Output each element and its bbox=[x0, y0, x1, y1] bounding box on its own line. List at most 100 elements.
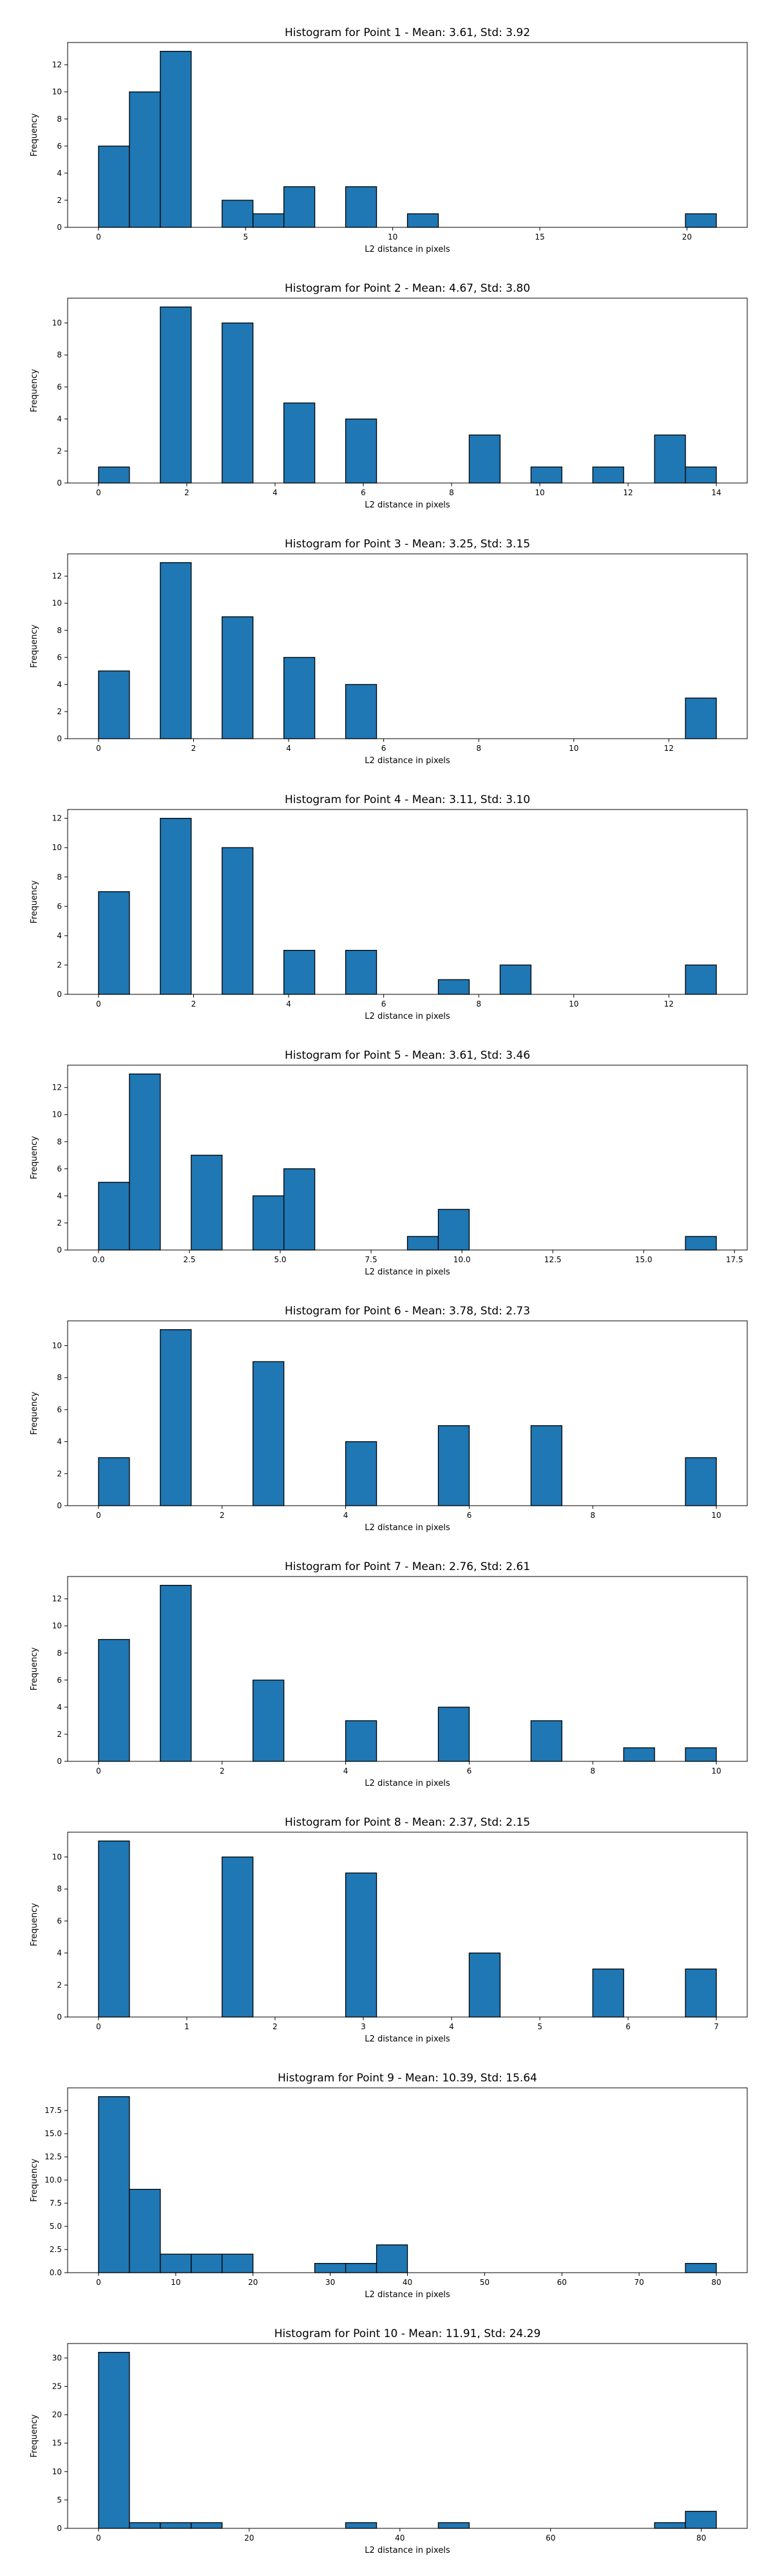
y-tick-label: 2.5 bbox=[50, 2245, 62, 2254]
x-tick-label: 40 bbox=[395, 2533, 405, 2543]
x-tick-label: 12 bbox=[623, 488, 633, 497]
plot-frame bbox=[67, 1065, 748, 1251]
x-tick-label: 0 bbox=[96, 488, 101, 497]
plot-frame bbox=[67, 1576, 748, 1762]
x-tick-label: 0 bbox=[96, 1511, 101, 1520]
histogram-bar bbox=[129, 91, 161, 228]
x-tick-label: 12 bbox=[664, 999, 674, 1009]
x-tick-label: 60 bbox=[557, 2278, 567, 2287]
y-axis-label: Frequency bbox=[30, 880, 39, 923]
y-tick-label: 0 bbox=[57, 1245, 62, 1255]
x-tick-label: 0 bbox=[96, 232, 101, 242]
plot-frame bbox=[67, 42, 748, 228]
histogram-bar bbox=[345, 1720, 377, 1762]
histogram-bar bbox=[222, 1856, 254, 2018]
x-tick-label: 4 bbox=[272, 488, 278, 497]
y-axis-label: Frequency bbox=[30, 625, 39, 668]
histogram-bar bbox=[406, 213, 439, 228]
histogram-svg-3: Histogram for Point 3 - Mean: 3.25, Std:… bbox=[30, 538, 748, 766]
x-tick-label: 3 bbox=[361, 2022, 366, 2031]
y-tick-label: 4 bbox=[57, 1191, 62, 1200]
x-tick-label: 10.0 bbox=[453, 1255, 471, 1264]
histogram-bar bbox=[160, 1329, 192, 1506]
x-tick-label: 6 bbox=[381, 999, 386, 1009]
y-axis-label: Frequency bbox=[30, 1392, 39, 1435]
histogram-bar bbox=[160, 307, 192, 484]
histogram-panel-8: Histogram for Point 8 - Mean: 2.37, Std:… bbox=[0, 1790, 773, 2045]
plot-frame bbox=[67, 298, 748, 484]
x-tick-label: 0 bbox=[96, 744, 101, 753]
y-tick-label: 12 bbox=[52, 1595, 62, 1604]
y-tick-label: 15.0 bbox=[44, 2129, 62, 2138]
x-axis-label: L2 distance in pixels bbox=[365, 1779, 450, 1788]
x-tick-label: 8 bbox=[590, 1766, 595, 1776]
histogram-bar bbox=[592, 1968, 624, 2018]
histogram-bar bbox=[530, 1720, 562, 1762]
y-tick-label: 6 bbox=[57, 1676, 62, 1685]
x-tick-label: 4 bbox=[286, 999, 291, 1009]
x-tick-label: 10 bbox=[171, 2278, 180, 2287]
histogram-bar bbox=[345, 2522, 377, 2529]
y-tick-label: 8 bbox=[57, 1373, 62, 1382]
y-tick-label: 6 bbox=[57, 1164, 62, 1173]
histogram-bar bbox=[345, 1872, 377, 2018]
histogram-bar bbox=[191, 2522, 223, 2529]
x-tick-label: 2 bbox=[184, 488, 189, 497]
x-tick-label: 0 bbox=[96, 2022, 101, 2031]
y-tick-label: 8 bbox=[57, 115, 62, 124]
y-tick-label: 12 bbox=[52, 1083, 62, 1092]
histogram-bar bbox=[222, 200, 254, 228]
histogram-bar bbox=[685, 213, 717, 228]
y-axis-label: Frequency bbox=[30, 113, 39, 156]
histogram-bar bbox=[654, 434, 686, 484]
histogram-bar bbox=[283, 1168, 316, 1251]
y-tick-label: 4 bbox=[57, 1703, 62, 1712]
x-tick-label: 70 bbox=[635, 2278, 644, 2287]
histogram-bar bbox=[685, 1747, 717, 1762]
chart-title: Histogram for Point 8 - Mean: 2.37, Std:… bbox=[285, 1816, 530, 1829]
histogram-bar bbox=[129, 2188, 161, 2273]
histogram-bar bbox=[437, 1707, 470, 1762]
x-tick-label: 10 bbox=[569, 744, 578, 753]
x-tick-label: 0 bbox=[96, 1766, 101, 1776]
histogram-bar bbox=[685, 2262, 717, 2273]
x-tick-label: 10 bbox=[711, 1511, 721, 1520]
histogram-bar bbox=[98, 1182, 130, 1251]
histogram-bar bbox=[191, 2253, 223, 2273]
histogram-bar bbox=[345, 684, 377, 739]
y-tick-label: 2 bbox=[57, 1980, 62, 1989]
histogram-bar bbox=[160, 1585, 192, 1762]
x-tick-label: 12.5 bbox=[544, 1255, 562, 1264]
histogram-bar bbox=[98, 1457, 130, 1506]
x-tick-label: 20 bbox=[682, 232, 692, 242]
histogram-bar bbox=[406, 1236, 439, 1251]
histogram-bar bbox=[98, 2352, 130, 2529]
x-axis-label: L2 distance in pixels bbox=[365, 756, 450, 766]
x-tick-label: 4 bbox=[449, 2022, 454, 2031]
histogram-bar bbox=[345, 186, 377, 228]
y-tick-label: 2 bbox=[57, 196, 62, 205]
y-tick-label: 10 bbox=[52, 319, 62, 328]
histogram-bar bbox=[253, 1195, 285, 1251]
histogram-svg-1: Histogram for Point 1 - Mean: 3.61, Std:… bbox=[30, 26, 748, 254]
histogram-bar bbox=[222, 322, 254, 484]
x-tick-label: 20 bbox=[244, 2533, 254, 2543]
histogram-bar bbox=[222, 847, 254, 995]
histogram-panel-1: Histogram for Point 1 - Mean: 3.61, Std:… bbox=[0, 0, 773, 255]
chart-title: Histogram for Point 5 - Mean: 3.61, Std:… bbox=[285, 1049, 530, 1062]
x-tick-label: 6 bbox=[381, 744, 386, 753]
y-tick-label: 2 bbox=[57, 960, 62, 969]
histogram-bar bbox=[283, 950, 316, 995]
y-tick-label: 6 bbox=[57, 383, 62, 392]
x-axis-label: L2 distance in pixels bbox=[365, 2034, 450, 2044]
y-axis-label: Frequency bbox=[30, 1136, 39, 1179]
y-tick-label: 8 bbox=[57, 626, 62, 635]
histogram-svg-10: Histogram for Point 10 - Mean: 11.91, St… bbox=[30, 2327, 748, 2555]
histogram-panel-6: Histogram for Point 6 - Mean: 3.78, Std:… bbox=[0, 1278, 773, 1533]
y-tick-label: 8 bbox=[57, 1137, 62, 1146]
histogram-bar bbox=[98, 1841, 130, 2018]
chart-title: Histogram for Point 2 - Mean: 4.67, Std:… bbox=[285, 282, 530, 295]
y-tick-label: 0 bbox=[57, 2012, 62, 2022]
x-axis-label: L2 distance in pixels bbox=[365, 1012, 450, 1021]
